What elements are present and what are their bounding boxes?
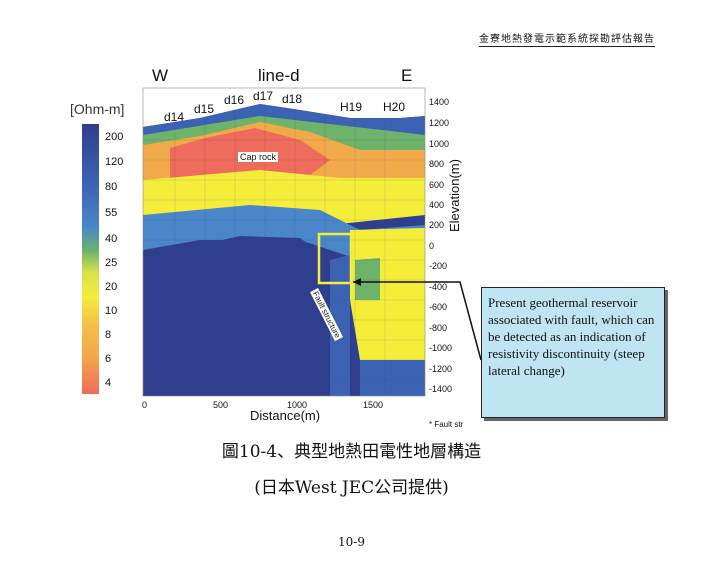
elevation-tick: 800 (429, 159, 445, 169)
colorbar-tick: 200 (105, 131, 124, 143)
colorbar-unit-label: [Ohm-m] (70, 101, 125, 117)
cap-rock-label: Cap rock (238, 152, 279, 162)
resistivity-section-graphic (82, 87, 482, 397)
well-label: H19 (340, 100, 363, 114)
elevation-tick: -1400 (429, 384, 453, 394)
colorbar-tick: 20 (105, 281, 118, 293)
elevation-tick: -600 (429, 302, 448, 312)
page-number: 10-9 (338, 535, 365, 549)
well-label: d15 (194, 102, 215, 116)
callout-arrow (353, 281, 482, 361)
elevation-tick: -800 (429, 323, 448, 333)
elevation-tick: -400 (429, 282, 448, 292)
report-header-title: 金寮地熱發電示範系統探勘評估報告 (479, 30, 655, 47)
elevation-tick: 1400 (429, 97, 450, 107)
distance-tick: 500 (213, 400, 229, 410)
elevation-tick: -1200 (429, 364, 453, 374)
resistivity-section-figure: W line-d E [Ohm-m] d14 d15 d16 d17 d18 H… (70, 66, 665, 429)
well-label: d16 (224, 93, 245, 107)
elevation-tick: 400 (429, 200, 445, 210)
reservoir-callout-box: Present geothermal reservoir associated … (481, 287, 665, 418)
well-label: d18 (282, 92, 303, 106)
elevation-tick: -1000 (429, 343, 453, 353)
distance-tick: 1500 (363, 400, 384, 410)
elevation-axis-title: Elevation(m) (447, 159, 462, 232)
direction-west-label: W (152, 66, 169, 85)
elevation-tick: 0 (429, 241, 435, 251)
colorbar-tick: 25 (105, 257, 118, 269)
colorbar-tick: 8 (105, 329, 112, 341)
colorbar-tick: 10 (105, 305, 118, 317)
fault-note: * Fault str (429, 420, 464, 429)
distance-tick: 1000 (287, 400, 308, 410)
figure-caption-source: (日本West JEC公司提供) (254, 478, 449, 498)
reservoir-highlight-box (317, 232, 353, 285)
colorbar-tick: 40 (105, 233, 118, 245)
resistivity-section (143, 104, 425, 396)
figure-caption: 圖10-4、典型地熱田電性地層構造 (221, 442, 482, 462)
colorbar-tick: 4 (105, 377, 112, 389)
elevation-tick: 1200 (429, 118, 450, 128)
colorbar (82, 124, 99, 394)
well-label: d17 (253, 89, 274, 103)
well-label: H20 (383, 100, 406, 114)
colorbar-tick: 80 (105, 181, 118, 193)
elevation-tick: -200 (429, 261, 448, 271)
distance-tick: 0 (142, 400, 148, 410)
well-label: d14 (164, 110, 185, 124)
colorbar-tick: 55 (105, 207, 118, 219)
arrow-head-icon (353, 278, 361, 286)
colorbar-tick: 120 (105, 156, 124, 168)
elevation-tick: 600 (429, 180, 445, 190)
distance-axis-title: Distance(m) (250, 408, 321, 423)
line-name-label: line-d (258, 66, 300, 85)
elevation-tick: 200 (429, 220, 445, 230)
direction-east-label: E (401, 66, 413, 85)
elevation-tick: 1000 (429, 139, 450, 149)
colorbar-tick: 6 (105, 353, 112, 365)
